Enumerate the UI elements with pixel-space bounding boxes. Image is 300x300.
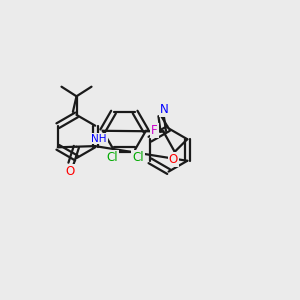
Text: O: O [169,153,178,166]
Text: Cl: Cl [106,152,118,164]
Text: NH: NH [92,134,107,144]
Text: F: F [151,124,158,137]
Text: N: N [160,103,169,116]
Text: Cl: Cl [132,152,144,164]
Text: O: O [65,164,74,178]
